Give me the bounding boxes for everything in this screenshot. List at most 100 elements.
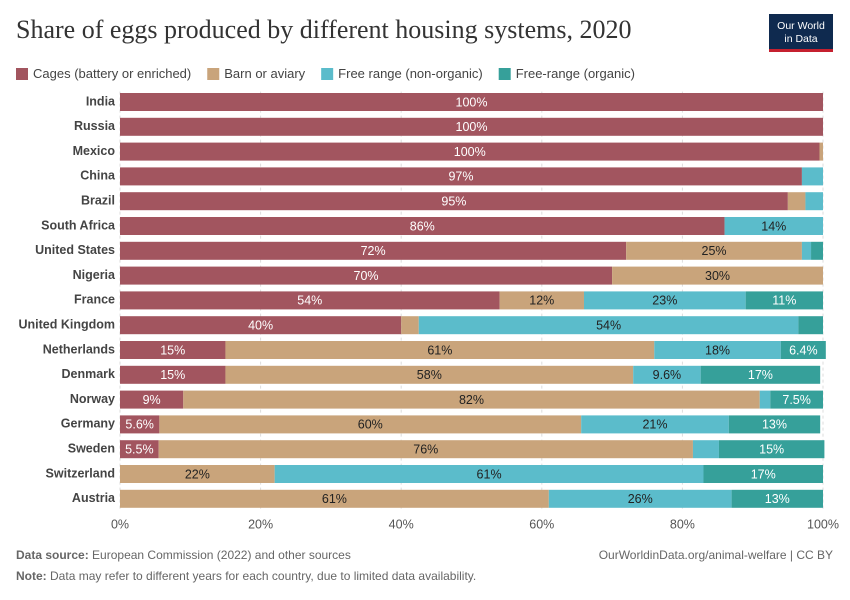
y-tick-label: Nigeria bbox=[73, 268, 116, 282]
bar-segment bbox=[548, 489, 732, 508]
source: Data source: European Commission (2022) … bbox=[16, 548, 351, 562]
data-label: 17% bbox=[748, 368, 773, 382]
data-label: 100% bbox=[456, 120, 488, 134]
bar-segment bbox=[225, 365, 634, 384]
data-label: 13% bbox=[762, 418, 787, 432]
data-label: 13% bbox=[765, 492, 790, 506]
bar-segment bbox=[692, 440, 719, 459]
legend-label: Barn or aviary bbox=[224, 66, 305, 81]
bar-segment bbox=[770, 390, 823, 409]
bar-segment bbox=[581, 415, 729, 434]
bar-segment bbox=[274, 465, 704, 483]
y-tick-label: South Africa bbox=[41, 218, 116, 232]
data-label: 100% bbox=[456, 95, 488, 109]
bar-segment bbox=[801, 167, 823, 186]
y-tick-label: Norway bbox=[70, 392, 115, 406]
y-tick-label: Netherlands bbox=[43, 342, 115, 356]
bar-segment bbox=[724, 217, 823, 235]
y-tick-label: United Kingdom bbox=[18, 317, 115, 331]
data-label: 14% bbox=[761, 219, 786, 233]
logo-box bbox=[769, 14, 833, 52]
bar-segment bbox=[120, 291, 500, 310]
x-tick-label: 0% bbox=[111, 517, 129, 531]
y-tick-label: Denmark bbox=[62, 367, 116, 381]
bar-segment bbox=[745, 291, 823, 310]
data-label: 70% bbox=[354, 269, 379, 283]
bar-segment bbox=[183, 390, 760, 409]
bar-segment bbox=[120, 266, 613, 285]
bar-segment bbox=[787, 192, 806, 211]
bar-segment bbox=[120, 167, 802, 186]
y-tick-label: China bbox=[80, 169, 116, 183]
legend-label: Cages (battery or enriched) bbox=[33, 66, 191, 81]
data-label: 61% bbox=[322, 492, 347, 506]
y-tick-label: Austria bbox=[72, 491, 116, 505]
bar-segment bbox=[159, 415, 582, 434]
data-label: 61% bbox=[477, 467, 502, 481]
note-label: Note: bbox=[16, 569, 47, 583]
legend-swatch bbox=[207, 68, 220, 80]
legend-label: Free range (non-organic) bbox=[338, 66, 483, 81]
legend-swatch bbox=[16, 68, 28, 80]
data-label: 54% bbox=[596, 318, 621, 332]
y-tick-label: India bbox=[86, 94, 116, 108]
bar-segment bbox=[120, 316, 402, 335]
x-tick-label: 60% bbox=[529, 517, 554, 531]
data-label: 95% bbox=[441, 194, 466, 208]
data-label: 61% bbox=[427, 343, 452, 357]
bar-segment bbox=[798, 316, 823, 335]
logo-bar bbox=[769, 49, 833, 52]
y-tick-label: Brazil bbox=[81, 193, 115, 207]
data-label: 40% bbox=[248, 318, 273, 332]
data-label: 58% bbox=[417, 368, 442, 382]
data-label: 9.6% bbox=[653, 368, 682, 382]
bar-segment bbox=[120, 192, 788, 211]
data-label: 82% bbox=[459, 393, 484, 407]
note-text: Data may refer to different years for ea… bbox=[50, 569, 476, 583]
logo-text: Our World bbox=[777, 20, 825, 32]
legend-swatch bbox=[321, 68, 334, 80]
bar-segment bbox=[401, 316, 419, 335]
bar-segment bbox=[158, 440, 693, 459]
data-label: 18% bbox=[705, 343, 730, 357]
data-label: 72% bbox=[361, 244, 386, 258]
bar-segment bbox=[120, 489, 549, 508]
data-label: 54% bbox=[297, 294, 322, 308]
bar-segment bbox=[819, 142, 823, 161]
bar-segment bbox=[811, 241, 823, 260]
bar-segment bbox=[731, 489, 823, 508]
legend-swatch bbox=[498, 68, 511, 80]
bar-segment bbox=[626, 241, 802, 260]
bar-segment bbox=[120, 365, 226, 384]
data-label: 60% bbox=[358, 418, 383, 432]
data-label: 22% bbox=[185, 467, 210, 481]
data-label: 15% bbox=[160, 343, 185, 357]
x-tick-label: 40% bbox=[389, 517, 414, 531]
data-label: 11% bbox=[772, 294, 796, 308]
data-label: 12% bbox=[529, 294, 554, 308]
bar-segment bbox=[633, 365, 701, 384]
data-label: 26% bbox=[628, 492, 653, 506]
source-text: European Commission (2022) and other sou… bbox=[92, 548, 351, 562]
bar-segment bbox=[120, 217, 725, 235]
bar-segment bbox=[583, 291, 746, 310]
bar-segment bbox=[728, 415, 821, 434]
bar-segment bbox=[801, 241, 812, 260]
bar-segment bbox=[120, 465, 275, 483]
data-label: 86% bbox=[410, 219, 435, 233]
y-tick-label: Sweden bbox=[68, 441, 115, 455]
data-label: 9% bbox=[143, 393, 161, 407]
bar-segment bbox=[120, 93, 823, 111]
legend: Cages (battery or enriched) Barn or aviar… bbox=[16, 66, 635, 81]
data-label: 100% bbox=[454, 145, 486, 159]
bar-segment bbox=[120, 390, 184, 409]
data-label: 5.5% bbox=[125, 442, 154, 456]
bar-segment bbox=[780, 341, 826, 359]
url: OurWorldinData.org/animal-welfare | CC B… bbox=[599, 548, 833, 562]
data-label: 5.6% bbox=[125, 418, 154, 432]
x-tick-label: 100% bbox=[807, 517, 839, 531]
data-label: 17% bbox=[751, 467, 776, 481]
y-tick-label: Switzerland bbox=[46, 466, 115, 480]
logo-text: in Data bbox=[784, 33, 817, 45]
